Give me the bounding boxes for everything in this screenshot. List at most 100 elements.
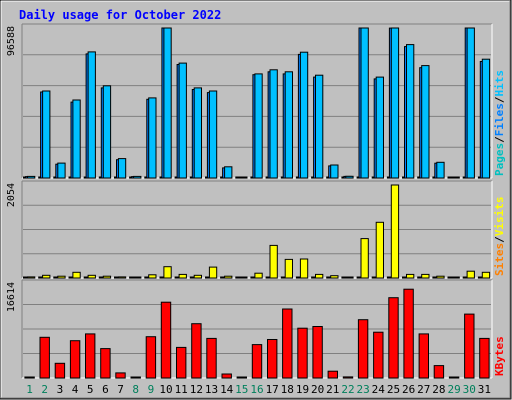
kbytes-bar-kbytes — [464, 313, 475, 379]
hits-legend: Pages/Files/Hits — [493, 70, 506, 176]
kbytes-max-label: 16614 — [6, 282, 17, 312]
kbytes-bar-kbytes — [69, 340, 81, 379]
day-label: 15 — [235, 383, 248, 396]
hits-bar-hits — [42, 90, 51, 179]
hits-bar-hits — [239, 176, 248, 179]
day-label: 25 — [387, 383, 400, 396]
hits-bar-hits — [27, 175, 36, 179]
hits-bar-hits — [299, 51, 309, 179]
visits-bar-visits — [57, 275, 66, 279]
day-label: 23 — [356, 383, 369, 396]
day-label: 5 — [87, 383, 94, 396]
visits-bar-visits — [254, 272, 263, 279]
visits-bar-visits — [102, 275, 112, 279]
hits-bar-hits — [117, 158, 127, 179]
hits-bar-hits — [481, 58, 491, 179]
hits-bar-hits — [330, 164, 339, 179]
kbytes-bar-kbytes — [24, 376, 35, 379]
kbytes-bar-kbytes — [403, 288, 414, 379]
visits-bar-visits — [360, 238, 369, 279]
visits-bar-visits — [87, 274, 96, 279]
kbytes-bar-kbytes — [433, 365, 445, 379]
kbytes-bar-kbytes — [236, 376, 248, 379]
visits-bar-visits — [208, 266, 218, 279]
hits-bar-hits — [178, 62, 187, 179]
hits-bar-hits — [193, 87, 202, 179]
kbytes-bar-kbytes — [85, 333, 96, 379]
kbytes-bar-kbytes — [176, 346, 187, 379]
legend-hits: Hits — [493, 70, 506, 97]
visits-bar-visits — [72, 271, 81, 279]
day-label: 2 — [41, 383, 48, 396]
day-label: 11 — [175, 383, 188, 396]
hits-bar-hits — [133, 175, 142, 179]
kbytes-bar-kbytes — [342, 376, 354, 379]
visits-bar-visits — [421, 273, 430, 279]
hits-bar-hits — [451, 176, 460, 179]
kbytes-bar-kbytes — [221, 373, 232, 379]
kbytes-bar-kbytes — [327, 370, 339, 379]
day-label: 9 — [148, 383, 155, 396]
legend-sites: Sites — [493, 243, 506, 276]
kbytes-bar-kbytes — [251, 344, 263, 379]
hits-bar-hits — [466, 27, 475, 179]
legend-kbytes: KBytes — [493, 336, 506, 376]
visits-bar-visits — [390, 184, 400, 279]
day-label: 27 — [417, 383, 430, 396]
day-label: 16 — [250, 383, 263, 396]
visits-legend: Sites/Visits — [493, 197, 506, 277]
kbytes-bar-kbytes — [479, 337, 490, 379]
visits-bar-visits — [239, 276, 248, 279]
kbytes-bar-kbytes — [267, 339, 278, 379]
day-label: 7 — [117, 383, 124, 396]
kbytes-bar-kbytes — [39, 336, 50, 379]
day-label: 31 — [478, 383, 491, 396]
kbytes-bar-kbytes — [191, 323, 202, 379]
visits-bar-visits — [481, 271, 491, 279]
kbytes-bar-kbytes — [312, 326, 323, 379]
day-label: 24 — [372, 383, 386, 396]
day-label: 26 — [402, 383, 415, 396]
kbytes-bar-kbytes — [373, 331, 384, 379]
hits-bar-hits — [269, 69, 278, 179]
hits-bar-hits — [163, 27, 172, 179]
day-label: 19 — [296, 383, 309, 396]
day-label: 28 — [432, 383, 445, 396]
hits-bar-hits — [345, 175, 354, 179]
visits-bar-visits — [148, 274, 157, 279]
kbytes-bar-kbytes — [54, 362, 66, 379]
day-label: 12 — [190, 383, 203, 396]
visits-bar-visits — [451, 276, 460, 279]
kbytes-bar-kbytes — [130, 376, 141, 379]
hits-bar-hits — [102, 85, 112, 179]
kbytes-bar-kbytes — [282, 308, 293, 379]
visits-bar-visits — [406, 273, 415, 279]
day-label: 29 — [447, 383, 460, 396]
kbytes-bar-kbytes — [418, 333, 430, 379]
kbytes-bar-kbytes — [100, 348, 111, 379]
visits-bar-visits — [284, 258, 294, 279]
day-label: 30 — [463, 383, 476, 396]
hits-max-label: 96588 — [6, 26, 17, 56]
legend-separator: / — [493, 136, 506, 143]
hits-bar-hits — [224, 166, 233, 179]
day-label: 3 — [57, 383, 64, 396]
day-label: 4 — [72, 383, 79, 396]
day-label: 6 — [102, 383, 109, 396]
hits-bar-hits — [148, 97, 157, 179]
hits-bar-hits — [208, 90, 218, 179]
kbytes-bar-kbytes — [145, 336, 157, 379]
visits-bar-visits — [330, 275, 339, 279]
visits-bar-visits — [178, 273, 187, 279]
visits-bar-visits — [133, 276, 142, 279]
visits-bar-visits — [117, 276, 127, 279]
hits-bar-hits — [406, 44, 415, 179]
visits-bar-visits — [315, 273, 324, 279]
visits-bar-visits — [27, 276, 36, 279]
chart-title: Daily usage for October 2022 — [19, 8, 221, 22]
hits-bar-hits — [390, 27, 400, 179]
kbytes-bar-kbytes — [448, 376, 460, 379]
visits-bar-visits — [436, 275, 445, 279]
visits-bar-visits — [269, 244, 278, 279]
